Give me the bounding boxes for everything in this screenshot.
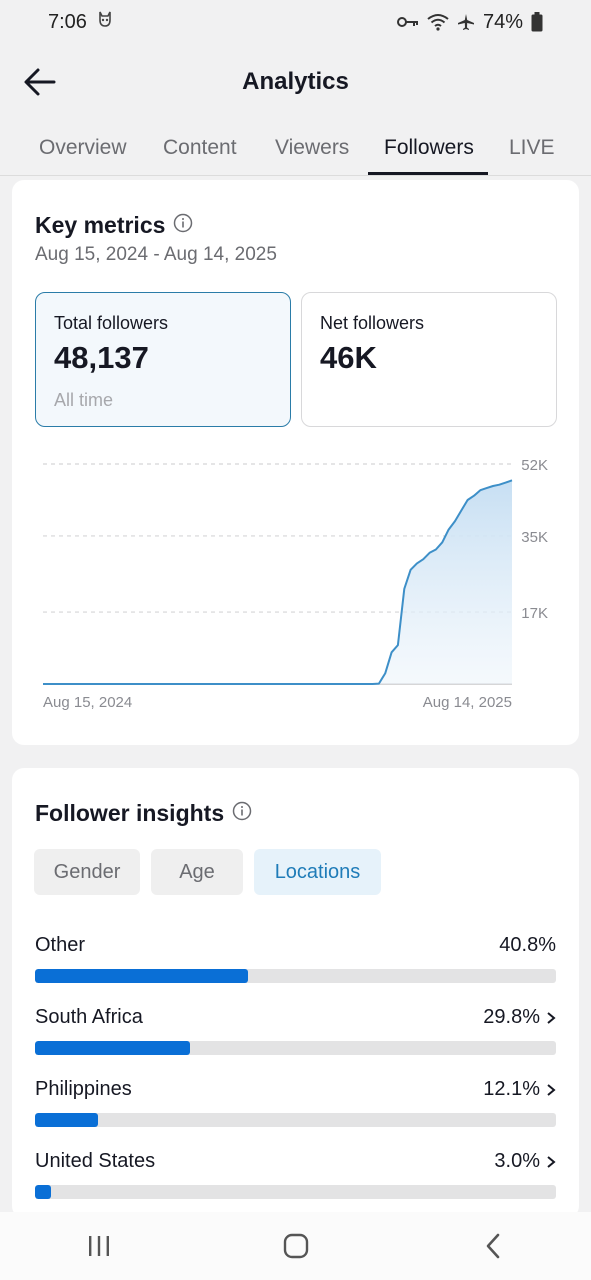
net-followers-label: Net followers: [320, 313, 425, 333]
info-icon[interactable]: [232, 800, 252, 827]
chevron-right-icon: [547, 1011, 556, 1024]
chart-line: [43, 479, 513, 685]
wifi-icon: [427, 13, 449, 31]
key-metrics-card: Key metrics Aug 15, 2024 - Aug 14, 2025 …: [12, 180, 579, 745]
y-tick-label: 52K: [521, 457, 548, 474]
back-arrow-icon: [24, 68, 56, 96]
follower-insights-title: Follower insights: [35, 800, 225, 826]
tab-viewers[interactable]: Viewers: [275, 136, 350, 159]
total-followers-period: All time: [54, 390, 114, 410]
location-row[interactable]: South Africa 29.8%: [35, 1006, 556, 1055]
vpn-key-icon: [396, 15, 419, 29]
home-icon: [283, 1233, 308, 1259]
location-percentage: 3.0%: [494, 1150, 540, 1172]
location-row[interactable]: Philippines 12.1%: [35, 1078, 556, 1127]
total-followers-metric[interactable]: Total followers 48,137 All time: [35, 292, 291, 427]
location-name: United States: [35, 1150, 156, 1172]
location-percentage: 40.8%: [499, 934, 556, 956]
back-icon: [486, 1233, 499, 1259]
location-row: Other 40.8%: [35, 934, 556, 983]
key-metrics-title: Key metrics: [35, 212, 166, 238]
location-bar-fill: [35, 1041, 191, 1055]
home-button[interactable]: [266, 1224, 326, 1268]
tab-content[interactable]: Content: [163, 136, 237, 159]
location-name: Philippines: [35, 1078, 132, 1100]
follower-insights-heading: Follower insights: [35, 800, 252, 827]
status-time: 7:06: [48, 10, 87, 33]
location-bar: [35, 969, 556, 983]
pill-age[interactable]: Age: [151, 849, 243, 895]
system-nav-bar: [0, 1212, 591, 1280]
analytics-tabs: Overview Content Viewers Followers LIVE: [0, 128, 591, 176]
location-bar: [35, 1185, 556, 1199]
pill-locations[interactable]: Locations: [254, 849, 381, 895]
info-icon[interactable]: [173, 212, 193, 239]
follower-insights-card: Follower insights Gender Age Locations O…: [12, 768, 579, 1218]
location-bar-fill: [35, 1185, 51, 1199]
notification-icon: [97, 10, 113, 34]
recent-apps-icon: [88, 1236, 109, 1256]
chart-area: [43, 480, 512, 684]
app-header: Analytics: [0, 52, 591, 112]
pill-gender[interactable]: Gender: [34, 849, 140, 895]
y-tick-label: 17K: [521, 605, 548, 622]
location-row[interactable]: United States 3.0%: [35, 1150, 556, 1199]
location-percentage: 29.8%: [483, 1006, 540, 1028]
followers-chart: 52K 35K 17K Aug 15, 2024 Aug 14, 2025: [12, 445, 579, 715]
airplane-mode-icon: [457, 13, 475, 31]
recent-apps-button[interactable]: [69, 1224, 129, 1268]
x-tick-label: Aug 15, 2024: [43, 694, 132, 711]
location-bar-fill: [35, 1113, 99, 1127]
battery-percentage: 74%: [482, 10, 523, 33]
system-back-button[interactable]: [463, 1224, 523, 1268]
location-bar: [35, 1113, 556, 1127]
net-followers-value: 46K: [320, 340, 377, 375]
back-arrow-button[interactable]: [22, 66, 58, 98]
key-metrics-heading: Key metrics: [35, 212, 193, 239]
location-bar-fill: [35, 969, 248, 983]
battery-icon: [531, 12, 543, 32]
location-bar: [35, 1041, 556, 1055]
location-percentage: 12.1%: [483, 1078, 540, 1100]
chevron-right-icon: [547, 1155, 556, 1168]
net-followers-metric[interactable]: Net followers 46K: [301, 292, 557, 427]
total-followers-value: 48,137: [54, 340, 149, 375]
status-bar: 7:06 74%: [0, 0, 591, 44]
total-followers-label: Total followers: [54, 313, 169, 333]
x-tick-label: Aug 14, 2025: [423, 694, 512, 711]
chevron-right-icon: [547, 1083, 556, 1096]
tab-overview[interactable]: Overview: [39, 136, 127, 159]
date-range: Aug 15, 2024 - Aug 14, 2025: [35, 244, 277, 265]
y-tick-label: 35K: [521, 529, 548, 546]
followers-chart-svg: 52K 35K 17K Aug 15, 2024 Aug 14, 2025: [43, 457, 548, 711]
location-name: South Africa: [35, 1006, 143, 1028]
tab-live[interactable]: LIVE: [509, 136, 555, 159]
location-name: Other: [35, 934, 86, 956]
page-title: Analytics: [242, 68, 349, 95]
tab-followers[interactable]: Followers: [368, 128, 488, 175]
